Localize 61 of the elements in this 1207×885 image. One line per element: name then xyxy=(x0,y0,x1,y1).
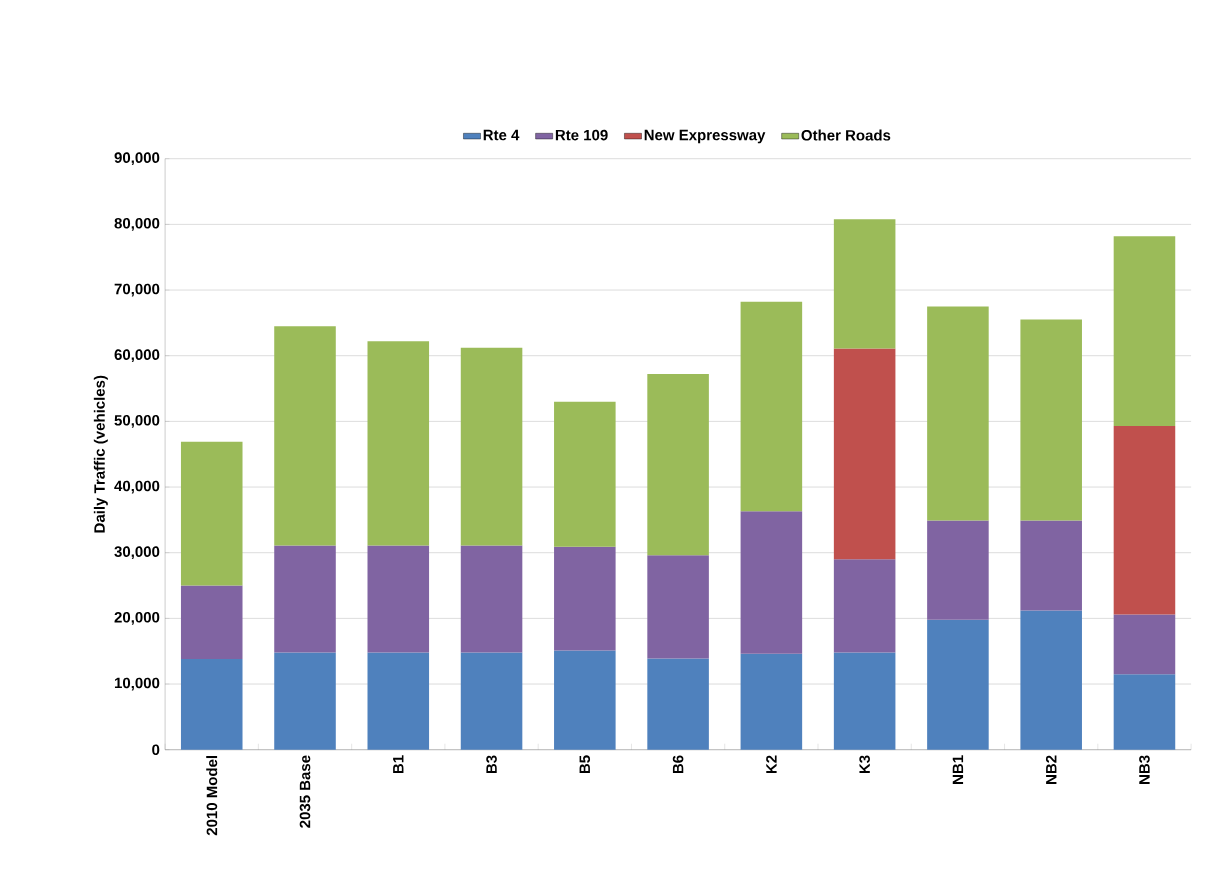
bar xyxy=(1113,674,1176,750)
bar xyxy=(460,347,523,546)
y-tick-label: 10,000 xyxy=(114,677,160,691)
x-tick-label: 2035 Base xyxy=(299,755,311,828)
x-tick-label: NB1 xyxy=(952,755,964,784)
bar xyxy=(1020,319,1082,521)
y-tick-label: 70,000 xyxy=(114,283,160,297)
y-tick-label: 50,000 xyxy=(114,414,160,428)
x-tick-label: B6 xyxy=(672,755,684,774)
x-tick-label: 2010 Model xyxy=(206,755,218,836)
x-tick-label: B1 xyxy=(393,755,404,774)
bar xyxy=(367,545,430,653)
legend-label: Other Roads xyxy=(801,129,891,141)
bar xyxy=(1020,610,1082,750)
bar xyxy=(833,219,896,349)
bar xyxy=(367,341,430,546)
y-axis-title: Daily Traffic (vehicles) xyxy=(93,375,108,533)
x-tick-label: K2 xyxy=(766,755,777,774)
bar xyxy=(833,652,896,750)
bar xyxy=(647,658,709,750)
bar xyxy=(180,441,243,586)
bar xyxy=(740,653,803,750)
x-tick-label: B3 xyxy=(486,755,497,774)
bar xyxy=(274,652,336,750)
bar xyxy=(460,652,523,750)
x-tick-label: NB2 xyxy=(1045,755,1057,784)
bar xyxy=(833,559,896,653)
bar xyxy=(554,401,616,547)
bar xyxy=(274,326,336,546)
bar xyxy=(1113,425,1176,615)
legend-label: Rte 4 xyxy=(483,129,520,141)
bar xyxy=(833,348,896,560)
bar xyxy=(460,545,523,653)
x-tick-label: NB3 xyxy=(1139,755,1150,784)
y-tick-label: 80,000 xyxy=(114,217,160,231)
legend-label: Rte 109 xyxy=(555,129,608,141)
bar xyxy=(647,374,709,556)
bar xyxy=(740,301,803,512)
legend-label: New Expressway xyxy=(644,129,766,144)
bar xyxy=(274,545,336,653)
bar xyxy=(180,585,243,660)
bar xyxy=(740,511,803,654)
y-tick-label: 60,000 xyxy=(114,349,160,363)
x-tick-label: K3 xyxy=(859,755,870,774)
bar xyxy=(554,650,616,750)
bar xyxy=(1020,520,1082,611)
y-tick-label: 90,000 xyxy=(114,152,160,166)
bar xyxy=(1113,614,1176,675)
bar xyxy=(180,659,243,750)
bar xyxy=(927,520,989,620)
y-tick-label: 0 xyxy=(152,744,160,756)
y-tick-label: 30,000 xyxy=(114,546,160,560)
x-tick-label: B5 xyxy=(579,755,591,774)
bar xyxy=(927,619,989,750)
bar xyxy=(1113,236,1176,426)
bar xyxy=(927,306,989,521)
y-tick-label: 20,000 xyxy=(114,611,160,625)
bar xyxy=(647,555,709,659)
bar xyxy=(367,652,430,750)
bar xyxy=(554,546,616,651)
y-tick-label: 40,000 xyxy=(114,480,160,494)
